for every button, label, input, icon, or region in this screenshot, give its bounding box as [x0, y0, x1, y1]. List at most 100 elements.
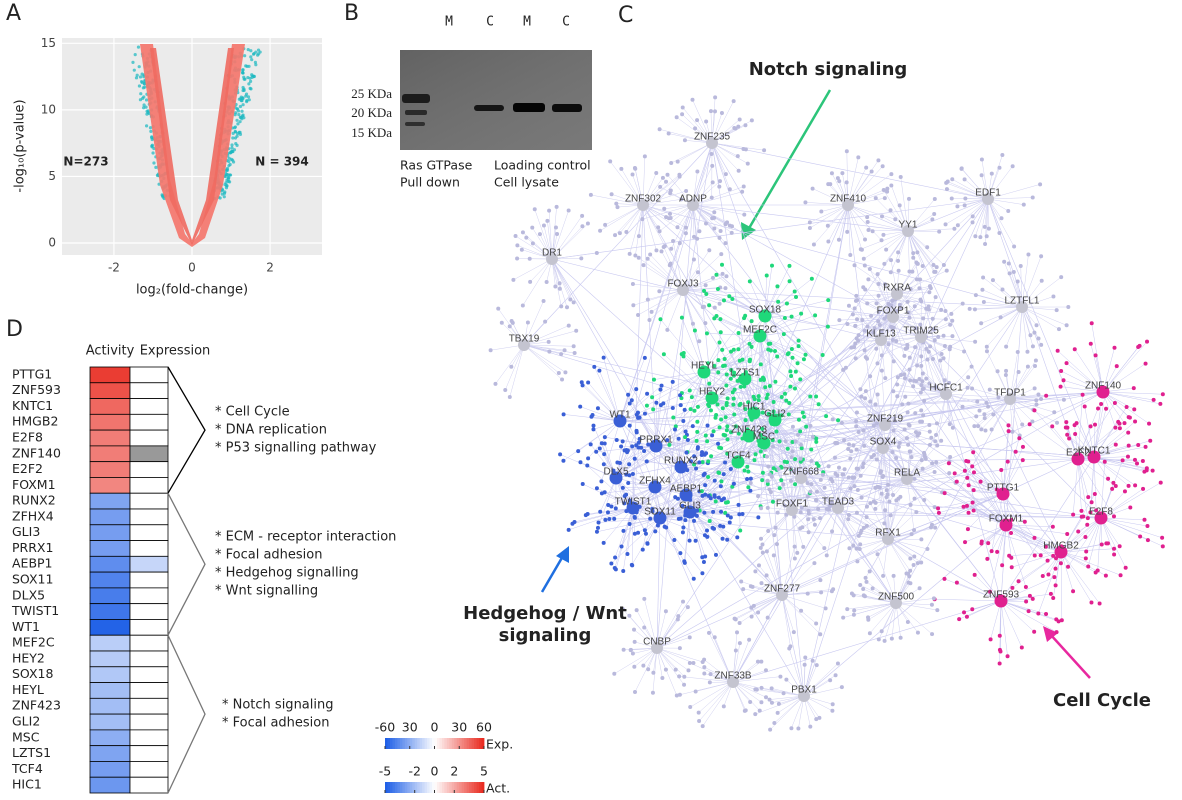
satellite-node [798, 377, 803, 382]
satellite-node [682, 682, 687, 687]
satellite-node [846, 447, 851, 452]
satellite-node [1032, 408, 1037, 413]
satellite-node [898, 306, 903, 311]
heatmap-cell [129, 650, 169, 668]
edge [551, 206, 557, 260]
satellite-node [939, 351, 944, 356]
satellite-node [954, 479, 959, 484]
edge [615, 430, 637, 479]
edge [906, 461, 950, 480]
satellite-node [966, 483, 971, 488]
satellite-node [896, 258, 901, 263]
satellite-node [1145, 524, 1150, 529]
pathway-term: * DNA replication [215, 423, 327, 438]
hub-node [890, 597, 902, 609]
satellite-node [799, 442, 804, 447]
satellite-node [1086, 495, 1091, 500]
satellite-node [759, 685, 764, 690]
satellite-node [614, 438, 619, 443]
satellite-node [695, 169, 700, 174]
satellite-node [771, 409, 776, 414]
satellite-node [792, 386, 797, 391]
node-label: ZNF302 [625, 194, 662, 205]
satellite-node [912, 304, 917, 309]
edge [987, 198, 1024, 205]
satellite-node [731, 396, 736, 401]
satellite-node [1066, 305, 1071, 310]
edge [587, 382, 621, 422]
edge [551, 258, 562, 307]
satellite-node [753, 452, 758, 457]
satellite-node [673, 424, 678, 429]
satellite-node [840, 171, 845, 176]
satellite-node [896, 250, 901, 255]
edge [961, 168, 989, 200]
node-label: DLX5 [603, 467, 628, 478]
satellite-node [1036, 392, 1041, 397]
satellite-node [775, 284, 780, 289]
point [135, 73, 139, 77]
edge [724, 315, 766, 366]
edge [682, 289, 1023, 308]
satellite-node [530, 225, 535, 230]
point-cloud [150, 48, 234, 245]
satellite-node [1046, 572, 1051, 577]
satellite-node [692, 234, 697, 239]
edge [935, 393, 947, 436]
satellite-node [645, 256, 650, 261]
edge [847, 204, 909, 232]
satellite-node [681, 418, 686, 423]
satellite-node [555, 231, 560, 236]
satellite-node [1022, 519, 1027, 524]
satellite-node [741, 587, 746, 592]
satellite-node [904, 436, 909, 441]
satellite-node [678, 516, 683, 521]
pathway-term: * Hedgehog signalling [215, 566, 359, 581]
point [250, 58, 254, 62]
satellite-node [834, 440, 839, 445]
satellite-node [885, 189, 890, 194]
satellite-node [876, 293, 881, 298]
edge [551, 226, 583, 260]
satellite-node [952, 471, 957, 476]
satellite-node [759, 700, 764, 705]
satellite-node [796, 726, 801, 731]
edge [673, 397, 713, 418]
satellite-node [733, 424, 738, 429]
edge [1077, 456, 1128, 460]
satellite-node [938, 358, 943, 363]
satellite-node [679, 315, 684, 320]
edge [945, 393, 999, 398]
satellite-node [896, 268, 901, 273]
edge [1060, 551, 1096, 573]
edge [972, 452, 1004, 495]
satellite-node [578, 404, 583, 409]
point [226, 179, 231, 184]
edge [711, 142, 731, 190]
satellite-node [642, 528, 647, 533]
satellite-node [828, 678, 833, 683]
satellite-node [890, 450, 895, 455]
satellite-node [809, 458, 814, 463]
satellite-node [986, 226, 991, 231]
row-label: PTTG1 [12, 366, 52, 381]
node-label: GLI2 [764, 409, 786, 420]
heatmap-cell [129, 776, 169, 794]
satellite-node [651, 670, 656, 675]
edge [1000, 593, 1051, 602]
satellite-node [769, 700, 774, 705]
edge [774, 695, 805, 724]
satellite-node [716, 358, 721, 363]
satellite-node [984, 234, 989, 239]
edge [609, 161, 644, 206]
edge [758, 565, 783, 596]
edge [855, 300, 882, 341]
satellite-node [745, 161, 750, 166]
satellite-node [695, 429, 700, 434]
blot-caption: Loading control [494, 158, 591, 173]
satellite-node [632, 515, 637, 520]
edge [843, 424, 886, 441]
colorbar-step [394, 782, 398, 793]
satellite-node [694, 466, 699, 471]
edge [907, 198, 936, 232]
